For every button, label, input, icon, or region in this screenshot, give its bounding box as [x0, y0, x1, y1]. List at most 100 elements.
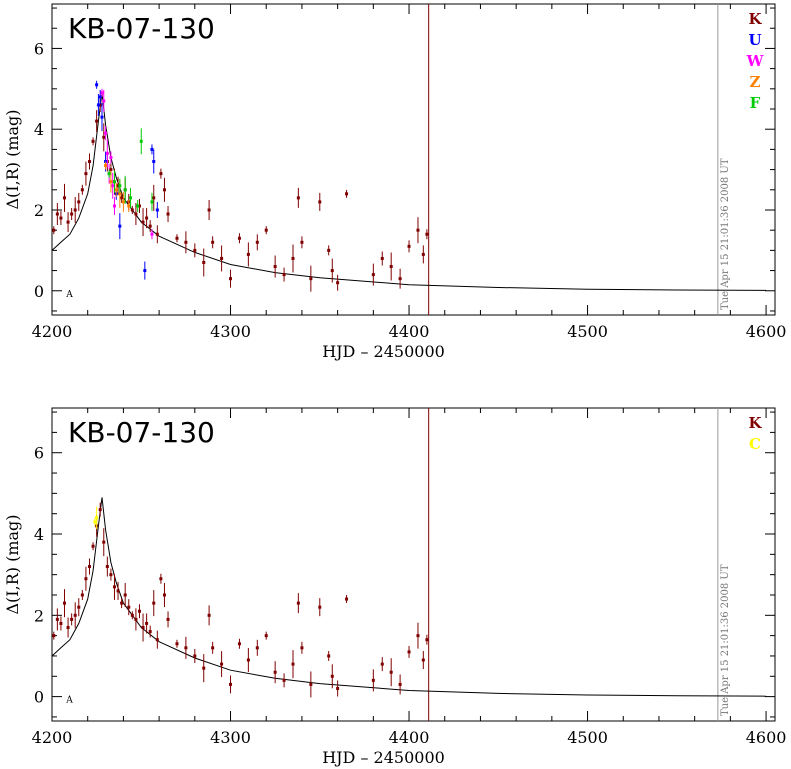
- data-point: [104, 131, 108, 135]
- data-point: [207, 613, 211, 617]
- series-F: [107, 128, 154, 212]
- x-axis-label: HJD – 2450000: [322, 748, 445, 767]
- marker-letter: A: [65, 696, 73, 706]
- data-point: [380, 256, 384, 260]
- data-point: [255, 240, 259, 244]
- data-point: [98, 103, 102, 107]
- data-point: [371, 678, 375, 682]
- plot-frame: [51, 3, 776, 316]
- y-axis-label: Δ(I,R) (mag): [3, 514, 22, 614]
- data-point: [62, 601, 66, 605]
- data-point: [220, 662, 224, 666]
- x-tick-label: 4600: [746, 728, 787, 747]
- data-point: [318, 200, 322, 204]
- plot-frame: [51, 407, 776, 722]
- data-point: [118, 184, 122, 188]
- x-tick-label: 4400: [389, 728, 430, 747]
- data-point: [309, 682, 313, 686]
- data-point: [207, 208, 211, 212]
- data-point: [159, 577, 163, 581]
- data-point: [425, 638, 429, 642]
- data-point: [148, 630, 152, 634]
- y-tick-label: 6: [34, 39, 44, 58]
- series-C: [93, 506, 99, 529]
- data-point: [105, 151, 109, 155]
- data-point: [109, 180, 113, 184]
- data-point: [87, 565, 91, 569]
- data-point: [330, 674, 334, 678]
- data-point: [291, 662, 295, 666]
- data-point: [175, 642, 179, 646]
- x-tick-label: 4200: [32, 322, 73, 341]
- data-point: [296, 601, 300, 605]
- data-point: [318, 605, 322, 609]
- data-point: [95, 516, 99, 520]
- x-tick-label: 4500: [567, 728, 608, 747]
- data-point: [143, 269, 147, 273]
- x-tick-label: 4200: [32, 728, 73, 747]
- data-point: [100, 91, 104, 95]
- series-K: [52, 502, 429, 698]
- data-point: [66, 220, 70, 224]
- y-tick-label: 4: [34, 120, 44, 139]
- data-point: [309, 277, 313, 281]
- data-point: [104, 160, 108, 164]
- data-point: [398, 277, 402, 281]
- data-point: [109, 573, 113, 577]
- data-point: [264, 228, 268, 232]
- data-point: [112, 180, 116, 184]
- data-point: [421, 658, 425, 662]
- data-point: [336, 281, 340, 285]
- y-tick-label: 0: [34, 282, 44, 301]
- data-point: [116, 184, 120, 188]
- data-point: [264, 634, 268, 638]
- x-tick-label: 4300: [210, 322, 251, 341]
- legend-entry-Z: Z: [750, 73, 761, 91]
- legend-entry-C: C: [749, 435, 761, 453]
- data-point: [407, 244, 411, 248]
- series-U: [95, 80, 159, 280]
- data-point: [162, 188, 166, 192]
- data-point: [112, 585, 116, 589]
- light-curve-panel-top: 4200 4300 4400 4500 4600 0 2 4 6 HJD – 2450000 Δ(I…: [3, 3, 786, 361]
- data-point: [102, 135, 106, 139]
- data-point: [118, 224, 122, 228]
- data-point: [336, 686, 340, 690]
- legend-entry-W: W: [746, 52, 765, 70]
- data-point: [273, 265, 277, 269]
- data-point: [109, 168, 113, 172]
- data-point: [184, 240, 188, 244]
- data-point: [123, 188, 127, 192]
- data-point: [139, 139, 143, 143]
- data-point: [134, 212, 138, 216]
- data-point: [70, 212, 74, 216]
- data-point: [202, 260, 206, 264]
- data-point: [59, 216, 63, 220]
- data-point: [237, 236, 241, 240]
- series-K: [52, 97, 429, 292]
- data-point: [345, 597, 349, 601]
- data-point: [155, 232, 159, 236]
- data-point: [398, 682, 402, 686]
- data-point: [130, 208, 134, 212]
- data-point: [152, 601, 156, 605]
- data-point: [120, 601, 124, 605]
- data-point: [111, 184, 115, 188]
- data-point: [291, 256, 295, 260]
- data-point: [155, 208, 159, 212]
- data-point: [296, 196, 300, 200]
- data-point: [330, 269, 334, 273]
- data-point: [105, 565, 109, 569]
- y-tick-label: 2: [34, 606, 44, 625]
- data-point: [327, 654, 331, 658]
- data-point: [98, 508, 102, 512]
- data-point: [416, 634, 420, 638]
- data-point: [282, 678, 286, 682]
- data-point: [159, 172, 163, 176]
- y-tick-label: 6: [34, 444, 44, 463]
- data-point: [148, 224, 152, 228]
- y-tick-label: 4: [34, 525, 44, 544]
- data-point: [59, 621, 63, 625]
- data-point: [95, 119, 99, 123]
- data-point: [162, 593, 166, 597]
